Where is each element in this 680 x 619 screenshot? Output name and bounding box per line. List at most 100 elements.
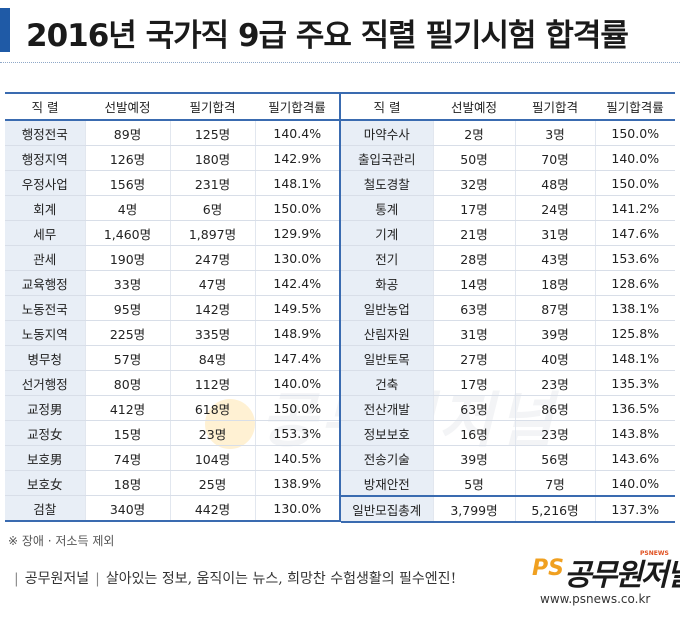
value-cell: 148.1% xyxy=(594,345,675,371)
row-label-cell: 통계 xyxy=(341,195,433,221)
footer-bar-right: | xyxy=(95,571,100,587)
row-label-cell: 전송기술 xyxy=(341,445,433,471)
left-table-header: 직 렬 선발예정 필기합격 필기합격률 xyxy=(5,92,340,121)
value-cell: 142.9% xyxy=(254,145,340,171)
value-cell: 74명 xyxy=(84,445,170,471)
value-cell: 3,799명 xyxy=(432,495,515,523)
value-cell: 412명 xyxy=(84,395,170,421)
value-cell: 5,216명 xyxy=(514,495,595,523)
row-label-cell: 일반농업 xyxy=(341,295,433,321)
right-table: 직 렬 선발예정 필기합격 필기합격률 마약수사 2명 3명 150.0% 출입국관리 5… xyxy=(341,92,675,523)
table-row: 일반토목 27명 40명 148.1% xyxy=(341,345,675,371)
title-accent-bar xyxy=(0,8,10,52)
table-row: 기계 21명 31명 147.6% xyxy=(341,220,675,246)
footer-brand: 공무원저널 xyxy=(24,571,90,587)
value-cell: 138.1% xyxy=(594,295,675,321)
value-cell: 143.8% xyxy=(594,420,675,446)
table-row: 행정전국 89명 125명 140.4% xyxy=(5,120,340,146)
value-cell: 190명 xyxy=(84,245,170,271)
table-row: 통계 17명 24명 141.2% xyxy=(341,195,675,221)
table-row: 일반농업 63명 87명 138.1% xyxy=(341,295,675,321)
value-cell: 87명 xyxy=(514,295,595,321)
table-row: 보호女 18명 25명 138.9% xyxy=(5,470,340,496)
table-row: 전기 28명 43명 153.6% xyxy=(341,245,675,271)
table-row: 일반모집총계 3,799명 5,216명 137.3% xyxy=(341,495,675,523)
right-table-header: 직 렬 선발예정 필기합격 필기합격률 xyxy=(341,92,675,121)
column-header: 선발예정 xyxy=(85,92,170,121)
value-cell: 4명 xyxy=(84,195,170,221)
table-row: 방재안전 5명 7명 140.0% xyxy=(341,470,675,497)
column-header: 필기합격률 xyxy=(255,92,340,121)
value-cell: 48명 xyxy=(514,170,595,196)
value-cell: 340명 xyxy=(84,495,170,522)
value-cell: 442명 xyxy=(169,495,255,522)
value-cell: 27명 xyxy=(432,345,515,371)
value-cell: 130.0% xyxy=(254,495,340,522)
row-label-cell: 정보보호 xyxy=(341,420,433,446)
value-cell: 6명 xyxy=(169,195,255,221)
table-row: 교정女 15명 23명 153.3% xyxy=(5,420,340,446)
value-cell: 3명 xyxy=(514,120,595,146)
row-label-cell: 마약수사 xyxy=(341,120,433,146)
row-label-cell: 교정女 xyxy=(5,420,85,446)
value-cell: 7명 xyxy=(514,470,595,497)
table-row: 선거행정 80명 112명 140.0% xyxy=(5,370,340,396)
value-cell: 135.3% xyxy=(594,370,675,396)
value-cell: 33명 xyxy=(84,270,170,296)
value-cell: 140.4% xyxy=(254,120,340,146)
results-table-area: 공무원저널 직 렬 선발예정 필기합격 필기합격률 행정전국89명125명140… xyxy=(5,92,675,524)
value-cell: 89명 xyxy=(84,120,170,146)
row-label-cell: 교육행정 xyxy=(5,270,85,296)
row-label-cell: 보호男 xyxy=(5,445,85,471)
table-row: 병무청 57명 84명 147.4% xyxy=(5,345,340,371)
row-label-cell: 병무청 xyxy=(5,345,85,371)
value-cell: 136.5% xyxy=(594,395,675,421)
row-label-cell: 우정사업 xyxy=(5,170,85,196)
value-cell: 5명 xyxy=(432,470,515,497)
value-cell: 140.5% xyxy=(254,445,340,471)
table-row: 행정지역 126명 180명 142.9% xyxy=(5,145,340,171)
value-cell: 23명 xyxy=(514,370,595,396)
footer-slogan: 살아있는 정보, 움직이는 뉴스, 희망찬 수험생활의 필수엔진! xyxy=(105,571,457,587)
table-row: 우정사업 156명 231명 148.1% xyxy=(5,170,340,196)
value-cell: 95명 xyxy=(84,295,170,321)
table-row: 교정男 412명 618명 150.0% xyxy=(5,395,340,421)
value-cell: 39명 xyxy=(432,445,515,471)
row-label-cell: 행정전국 xyxy=(5,120,85,146)
table-row: 전송기술 39명 56명 143.6% xyxy=(341,445,675,471)
value-cell: 142.4% xyxy=(254,270,340,296)
value-cell: 18명 xyxy=(84,470,170,496)
row-label-cell: 세무 xyxy=(5,220,85,246)
row-label-cell: 화공 xyxy=(341,270,433,296)
footnote: ※ 장애 · 저소득 제외 xyxy=(8,534,115,548)
value-cell: 56명 xyxy=(514,445,595,471)
table-row: 관세 190명 247명 130.0% xyxy=(5,245,340,271)
value-cell: 125명 xyxy=(169,120,255,146)
value-cell: 130.0% xyxy=(254,245,340,271)
value-cell: 156명 xyxy=(84,170,170,196)
value-cell: 31명 xyxy=(514,220,595,246)
logo-wordmark: 공무원저널 xyxy=(564,558,680,593)
table-row: 전산개발 63명 86명 136.5% xyxy=(341,395,675,421)
title-divider xyxy=(0,62,680,63)
column-header: 직 렬 xyxy=(5,92,85,121)
table-row: 철도경찰 32명 48명 150.0% xyxy=(341,170,675,196)
row-label-cell: 노동전국 xyxy=(5,295,85,321)
column-header: 필기합격 xyxy=(170,92,255,121)
value-cell: 25명 xyxy=(169,470,255,496)
value-cell: 129.9% xyxy=(254,220,340,246)
value-cell: 39명 xyxy=(514,320,595,346)
value-cell: 40명 xyxy=(514,345,595,371)
value-cell: 14명 xyxy=(432,270,515,296)
value-cell: 15명 xyxy=(84,420,170,446)
row-label-cell: 보호女 xyxy=(5,470,85,496)
value-cell: 137.3% xyxy=(594,495,675,523)
table-row: 산림자원 31명 39명 125.8% xyxy=(341,320,675,346)
value-cell: 150.0% xyxy=(254,195,340,221)
value-cell: 143.6% xyxy=(594,445,675,471)
value-cell: 31명 xyxy=(432,320,515,346)
value-cell: 17명 xyxy=(432,195,515,221)
value-cell: 138.9% xyxy=(254,470,340,496)
value-cell: 32명 xyxy=(432,170,515,196)
value-cell: 150.0% xyxy=(254,395,340,421)
